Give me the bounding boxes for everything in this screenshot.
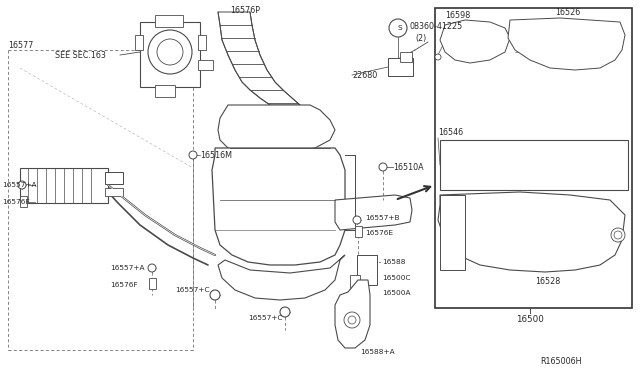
Bar: [140, 22, 200, 87]
Bar: [20, 196, 27, 207]
Bar: [155, 15, 183, 27]
Circle shape: [611, 228, 625, 242]
Polygon shape: [212, 148, 345, 265]
Circle shape: [389, 19, 407, 37]
Text: 16598: 16598: [445, 10, 470, 19]
Text: 16557+C: 16557+C: [248, 315, 282, 321]
Text: 16500A: 16500A: [382, 290, 410, 296]
Text: 16576E: 16576E: [365, 230, 393, 236]
Text: 16526: 16526: [555, 7, 580, 16]
Circle shape: [210, 290, 220, 300]
Polygon shape: [335, 195, 412, 230]
Bar: [400, 52, 412, 62]
Circle shape: [614, 231, 622, 239]
Polygon shape: [218, 105, 335, 153]
Circle shape: [344, 312, 360, 328]
Text: 16516M: 16516M: [200, 151, 232, 160]
Text: 16576F: 16576F: [2, 199, 29, 205]
Bar: [440, 195, 465, 270]
Text: S: S: [397, 25, 403, 31]
Bar: [149, 278, 156, 289]
Polygon shape: [508, 18, 625, 70]
Text: 16500: 16500: [516, 315, 544, 324]
Bar: [388, 58, 413, 76]
Bar: [105, 172, 123, 184]
Text: 16557+A: 16557+A: [110, 265, 145, 271]
Text: 08360-41225: 08360-41225: [410, 22, 463, 31]
Text: (2): (2): [415, 33, 426, 42]
Text: 16576F: 16576F: [110, 282, 138, 288]
Circle shape: [148, 264, 156, 272]
Bar: [355, 226, 362, 237]
Polygon shape: [218, 255, 345, 300]
Bar: [155, 85, 175, 97]
Text: 16576P: 16576P: [230, 6, 260, 15]
Circle shape: [435, 54, 441, 60]
Circle shape: [353, 216, 361, 224]
Text: 16557+A: 16557+A: [2, 182, 36, 188]
Bar: [435, 8, 632, 308]
Bar: [350, 275, 360, 295]
Circle shape: [348, 316, 356, 324]
Polygon shape: [218, 12, 300, 105]
Text: 16528: 16528: [535, 278, 560, 286]
Text: R165006H: R165006H: [540, 357, 582, 366]
Circle shape: [157, 39, 183, 65]
Bar: [20, 168, 108, 203]
Bar: [357, 255, 377, 285]
Text: 16557+B: 16557+B: [365, 215, 399, 221]
Bar: [135, 35, 143, 50]
Circle shape: [189, 151, 197, 159]
Text: 16577: 16577: [8, 41, 33, 49]
Bar: [198, 35, 206, 50]
Circle shape: [18, 181, 26, 189]
Text: 22680: 22680: [352, 71, 377, 80]
Polygon shape: [440, 20, 510, 63]
Text: 16510A: 16510A: [393, 163, 424, 171]
Polygon shape: [335, 280, 370, 348]
Text: SEE SEC.163: SEE SEC.163: [55, 51, 106, 60]
Circle shape: [148, 30, 192, 74]
Circle shape: [379, 163, 387, 171]
Circle shape: [280, 307, 290, 317]
Polygon shape: [438, 192, 625, 272]
Text: 16546: 16546: [438, 128, 463, 137]
Text: 16588: 16588: [382, 259, 406, 265]
Text: 16588+A: 16588+A: [360, 349, 395, 355]
Text: 16500C: 16500C: [382, 275, 410, 281]
Bar: [105, 188, 123, 196]
Text: 16557+C: 16557+C: [175, 287, 209, 293]
Bar: [198, 60, 213, 70]
Bar: [440, 140, 628, 190]
